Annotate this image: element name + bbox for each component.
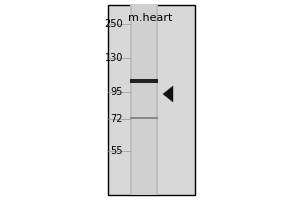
Bar [130, 117, 158, 119]
Bar [132, 5, 156, 195]
Text: 95: 95 [111, 87, 123, 97]
Text: 72: 72 [110, 114, 123, 124]
Bar [130, 5, 158, 195]
Text: 55: 55 [110, 146, 123, 156]
Text: 250: 250 [104, 19, 123, 29]
Polygon shape [163, 86, 173, 102]
Bar [108, 5, 195, 195]
Bar [130, 79, 158, 83]
Text: m.heart: m.heart [128, 13, 172, 23]
Text: 130: 130 [105, 53, 123, 63]
